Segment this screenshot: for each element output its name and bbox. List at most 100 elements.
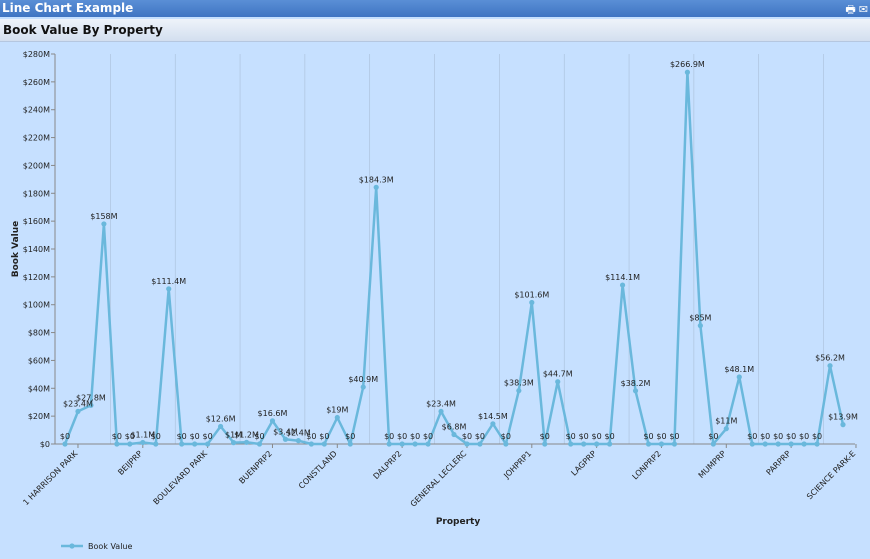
data-label: $0 (112, 432, 122, 441)
data-point[interactable] (736, 374, 742, 380)
data-point[interactable] (788, 441, 794, 447)
data-point[interactable] (243, 439, 250, 445)
data-label: $0 (501, 432, 511, 441)
data-point[interactable] (347, 441, 353, 447)
data-label: $85M (689, 314, 711, 323)
x-tick-label: DALPRP2 (372, 449, 404, 481)
printer-icon[interactable]: 🖶 (845, 4, 856, 16)
data-point[interactable] (75, 408, 81, 415)
data-label: $1.2M (234, 430, 259, 439)
data-point[interactable] (827, 363, 833, 369)
data-point[interactable] (840, 422, 846, 428)
data-point[interactable] (438, 408, 444, 415)
data-point[interactable] (516, 388, 522, 394)
data-point[interactable] (334, 414, 340, 421)
data-label: $0 (410, 432, 420, 441)
x-tick-label: GENERAL LECLERC (409, 449, 469, 509)
data-point[interactable] (360, 384, 366, 390)
data-point[interactable] (153, 441, 159, 447)
y-tick-label: $280M (23, 50, 50, 59)
data-label: $44.7M (543, 370, 573, 379)
data-point[interactable] (542, 441, 548, 447)
data-label: $12.6M (206, 414, 236, 423)
data-point[interactable] (490, 421, 496, 427)
data-point[interactable] (529, 299, 535, 306)
data-point[interactable] (451, 431, 457, 438)
data-point[interactable] (373, 184, 379, 190)
data-label: $0 (605, 432, 615, 441)
data-point[interactable] (671, 441, 678, 447)
data-point[interactable] (619, 282, 626, 288)
data-point[interactable] (140, 439, 146, 446)
data-point[interactable] (179, 441, 185, 447)
data-label: $0 (384, 432, 394, 441)
data-label: $1.1M (130, 430, 155, 439)
data-point[interactable] (269, 418, 276, 424)
y-tick-label: $120M (23, 273, 50, 282)
data-point[interactable] (697, 323, 703, 329)
data-point[interactable] (710, 441, 716, 447)
data-point[interactable] (775, 441, 781, 447)
data-label: $101.6M (514, 290, 549, 299)
data-label: $0 (579, 432, 589, 441)
data-point[interactable] (632, 388, 639, 394)
data-point[interactable] (192, 441, 198, 447)
data-point[interactable] (412, 441, 418, 447)
data-point[interactable] (308, 441, 314, 447)
data-point[interactable] (127, 441, 133, 447)
data-point[interactable] (88, 402, 94, 408)
data-point[interactable] (399, 441, 405, 447)
data-point[interactable] (749, 441, 755, 447)
x-tick-label: CONSTLAND (297, 449, 339, 491)
data-point[interactable] (114, 441, 120, 447)
data-point[interactable] (205, 441, 211, 447)
x-tick-label: LONPRP2 (631, 449, 663, 481)
x-tick-label: SCIENCE PARK-E (805, 449, 857, 501)
data-point[interactable] (684, 69, 691, 75)
data-point[interactable] (594, 441, 600, 447)
x-tick-label: LAGPRP (569, 449, 598, 478)
data-labels: $0$23.4M$27.8M$158M$0 $0$1.1M$0$111.4M$0 $… (60, 60, 858, 441)
data-point[interactable] (503, 441, 509, 447)
data-point[interactable] (295, 438, 301, 444)
data-label: $0 (799, 432, 809, 441)
data-point[interactable] (723, 426, 729, 432)
data-point[interactable] (801, 441, 807, 447)
data-label: $0 (60, 432, 70, 441)
data-label: $38.2M (621, 379, 651, 388)
data-point[interactable] (762, 441, 768, 447)
data-label: $11M (715, 417, 737, 426)
data-point[interactable] (230, 440, 237, 446)
data-point[interactable] (321, 441, 327, 447)
data-point[interactable] (581, 441, 587, 447)
data-point[interactable] (218, 423, 224, 430)
data-point[interactable] (645, 441, 652, 447)
data-label: $38.3M (504, 379, 534, 388)
data-label: $0 (643, 432, 653, 441)
data-point[interactable] (477, 441, 483, 447)
data-label: $3.4M (273, 427, 298, 436)
data-label: $266.9M (670, 60, 705, 69)
data-point[interactable] (282, 436, 289, 442)
data-label: $0 (747, 432, 757, 441)
data-point[interactable] (464, 441, 470, 447)
chart-header: Book Value By Property (0, 19, 870, 42)
data-point[interactable] (658, 441, 665, 447)
data-point[interactable] (555, 379, 561, 385)
data-point[interactable] (101, 221, 107, 227)
data-point[interactable] (386, 441, 392, 447)
data-label: $0 (566, 432, 576, 441)
y-tick-label: $200M (23, 161, 50, 170)
data-label: $184.3M (359, 175, 394, 184)
data-point[interactable] (425, 441, 431, 447)
data-point[interactable] (568, 441, 574, 447)
data-point[interactable] (62, 441, 68, 447)
data-point[interactable] (256, 441, 263, 447)
envelope-icon[interactable]: ✉ (858, 4, 868, 16)
data-point[interactable] (166, 286, 172, 292)
legend[interactable]: Book Value (61, 542, 133, 551)
data-point[interactable] (814, 441, 820, 447)
y-tick-label: $40M (28, 384, 50, 393)
data-point[interactable] (607, 441, 613, 447)
y-tick-label: $20M (28, 412, 50, 421)
